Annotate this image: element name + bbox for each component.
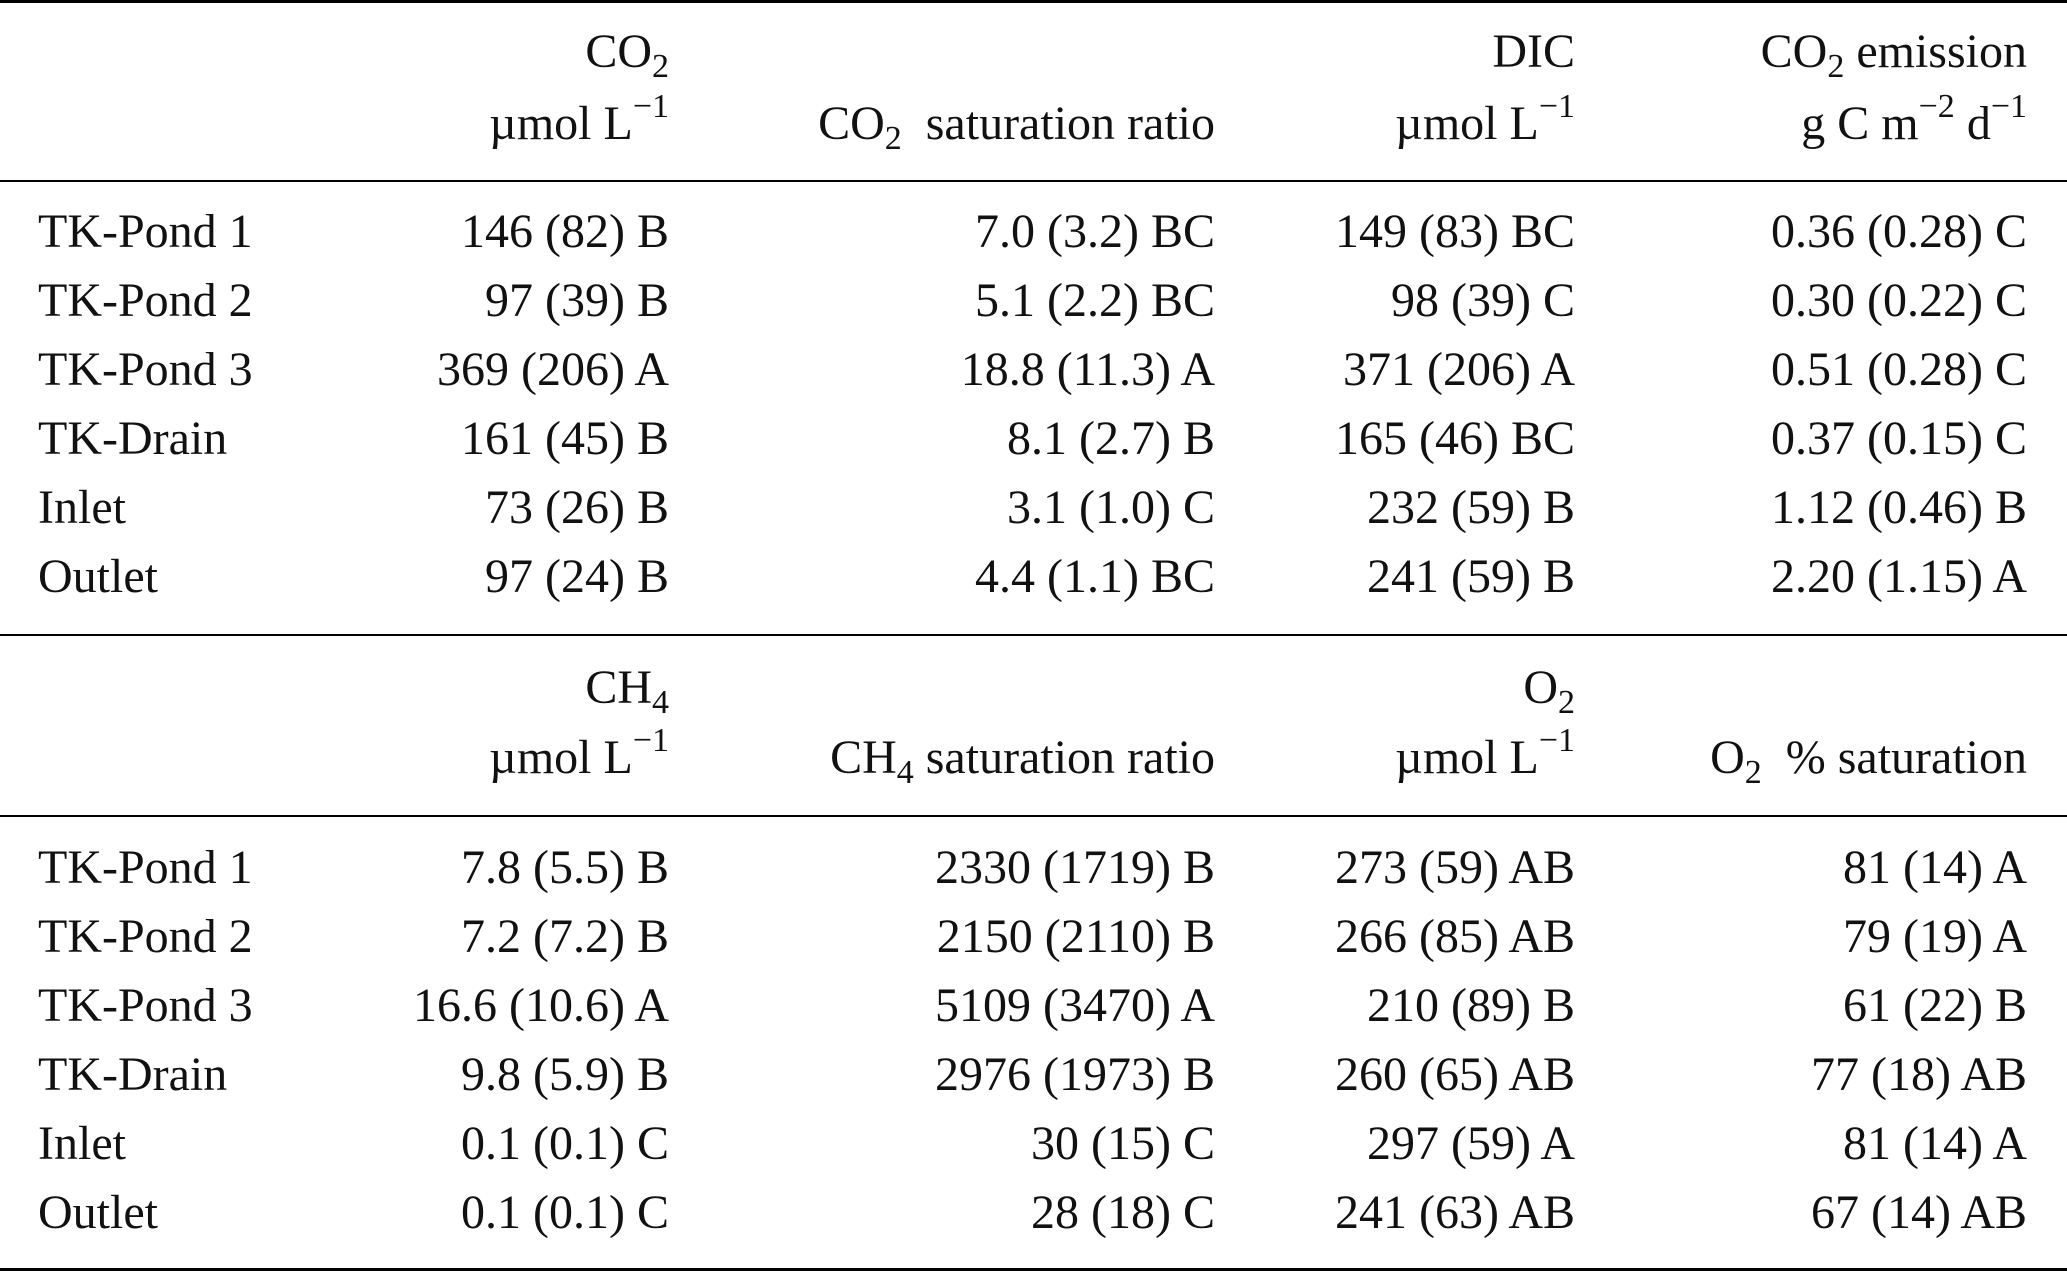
table-cell: 8.1 (2.7) B [1007, 412, 1215, 465]
upper-col3-header-line1: DIC [1492, 25, 1575, 78]
table-cell: 0.36 (0.28) C [1771, 205, 2027, 258]
row-label: Inlet [38, 1117, 126, 1170]
table-cell: 30 (15) C [1031, 1117, 1215, 1170]
row-label: Outlet [38, 550, 158, 603]
table-cell: 67 (14) AB [1811, 1186, 2027, 1239]
table-cell: 273 (59) AB [1335, 841, 1575, 894]
table-cell: 1.12 (0.46) B [1771, 481, 2027, 534]
table-cell: 0.1 (0.1) C [461, 1117, 669, 1170]
table-cell: 81 (14) A [1843, 841, 2027, 894]
lower-col3-header-line1: O2 [1523, 661, 1575, 721]
table-cell: 2330 (1719) B [935, 841, 1215, 894]
table-cell: 371 (206) A [1343, 343, 1575, 396]
table-cell: 73 (26) B [485, 481, 669, 534]
table-cell: 9.8 (5.9) B [461, 1048, 669, 1101]
table-cell: 161 (45) B [461, 412, 669, 465]
table-cell: 0.30 (0.22) C [1771, 274, 2027, 327]
row-label: TK-Drain [38, 412, 228, 465]
upper-col3-header-line2: µmol L−1 [1395, 88, 1575, 151]
table-cell: 7.0 (3.2) BC [975, 205, 1215, 258]
table-cell: 28 (18) C [1031, 1186, 1215, 1239]
table-cell: 97 (24) B [485, 550, 669, 603]
table-cell: 97 (39) B [485, 274, 669, 327]
upper-col4-header-line2: g C m−2 d−1 [1801, 88, 2027, 151]
lower-col2-header: CH4 saturation ratio [830, 731, 1215, 791]
lower-header-rule [0, 815, 2067, 817]
upper-col1-header-line1: CO2 [585, 25, 669, 85]
table-cell: 81 (14) A [1843, 1117, 2027, 1170]
row-label: TK-Pond 1 [38, 841, 253, 894]
table-cell: 5109 (3470) A [935, 979, 1215, 1032]
lower-col1-header-line2: µmol L−1 [489, 722, 669, 785]
upper-col1-header-line2: µmol L−1 [489, 88, 669, 151]
row-label: TK-Pond 3 [38, 979, 253, 1032]
table-cell: 98 (39) C [1391, 274, 1575, 327]
table-cell: 7.8 (5.5) B [461, 841, 669, 894]
table-cell: 297 (59) A [1367, 1117, 1575, 1170]
row-label: TK-Pond 1 [38, 205, 253, 258]
table-cell: 7.2 (7.2) B [461, 910, 669, 963]
table-cell: 5.1 (2.2) BC [975, 274, 1215, 327]
table-cell: 2.20 (1.15) A [1771, 550, 2027, 603]
section-divider-rule [0, 634, 2067, 636]
table-cell: 149 (83) BC [1335, 205, 1575, 258]
table-cell: 0.1 (0.1) C [461, 1186, 669, 1239]
row-label: TK-Drain [38, 1048, 228, 1101]
table-cell: 3.1 (1.0) C [1007, 481, 1215, 534]
upper-col4-header-line1: CO2 emission [1760, 25, 2027, 85]
table-cell: 16.6 (10.6) A [413, 979, 669, 1032]
row-label: Inlet [38, 481, 126, 534]
lower-col4-header: O2 % saturation [1710, 731, 2027, 791]
table-cell: 0.51 (0.28) C [1771, 343, 2027, 396]
row-label: TK-Pond 3 [38, 343, 253, 396]
lower-col3-header-line2: µmol L−1 [1395, 722, 1575, 785]
row-label: Outlet [38, 1186, 158, 1239]
table-cell: 241 (59) B [1367, 550, 1575, 603]
upper-header-rule [0, 180, 2067, 182]
table-cell: 146 (82) B [461, 205, 669, 258]
table-cell: 2976 (1973) B [935, 1048, 1215, 1101]
table-cell: 260 (65) AB [1335, 1048, 1575, 1101]
top-rule [0, 0, 2067, 3]
upper-col2-header: CO2 saturation ratio [818, 97, 1215, 157]
row-label: TK-Pond 2 [38, 274, 253, 327]
lower-col1-header-line1: CH4 [585, 661, 669, 721]
table-cell: 61 (22) B [1843, 979, 2027, 1032]
table-cell: 0.37 (0.15) C [1771, 412, 2027, 465]
table-cell: 77 (18) AB [1811, 1048, 2027, 1101]
table-cell: 165 (46) BC [1335, 412, 1575, 465]
table-cell: 369 (206) A [437, 343, 669, 396]
table-cell: 266 (85) AB [1335, 910, 1575, 963]
table-cell: 18.8 (11.3) A [960, 343, 1215, 396]
table-cell: 2150 (2110) B [936, 910, 1215, 963]
bottom-rule [0, 1268, 2067, 1271]
row-label: TK-Pond 2 [38, 910, 253, 963]
table-cell: 210 (89) B [1367, 979, 1575, 1032]
table-cell: 79 (19) A [1843, 910, 2027, 963]
table-cell: 232 (59) B [1367, 481, 1575, 534]
table-cell: 4.4 (1.1) BC [975, 550, 1215, 603]
table-cell: 241 (63) AB [1335, 1186, 1575, 1239]
